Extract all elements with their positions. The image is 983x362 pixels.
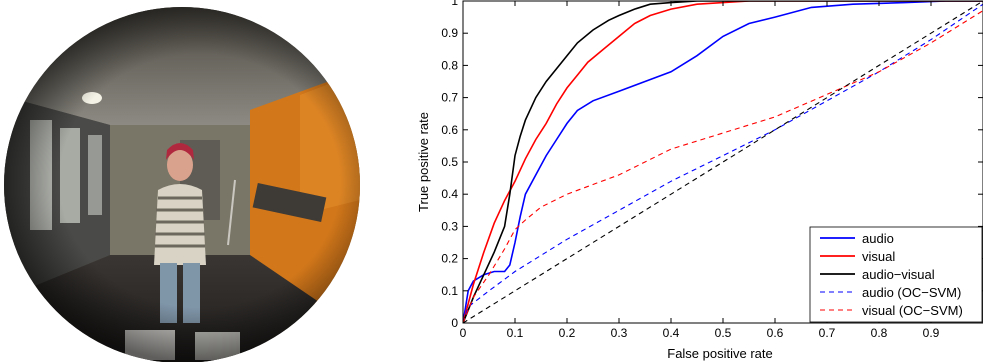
y-tick-label: 0 bbox=[451, 316, 458, 330]
y-tick-label: 0.9 bbox=[441, 26, 458, 40]
y-tick-label: 0.1 bbox=[441, 284, 458, 298]
legend-label: audio−visual bbox=[862, 267, 935, 282]
x-tick-label: 0 bbox=[460, 326, 467, 340]
legend-label: visual bbox=[862, 249, 895, 264]
y-tick-label: 0.7 bbox=[441, 91, 458, 105]
series-line-1 bbox=[463, 1, 983, 323]
x-tick-label: 0.9 bbox=[923, 326, 940, 340]
x-tick-label: 0.8 bbox=[871, 326, 888, 340]
x-tick-label: 0.6 bbox=[767, 326, 784, 340]
x-tick-label: 0.3 bbox=[611, 326, 628, 340]
y-tick-label: 0.4 bbox=[441, 187, 458, 201]
series-line-5 bbox=[463, 1, 983, 323]
y-tick-label: 0.5 bbox=[441, 155, 458, 169]
legend-label: visual (OC−SVM) bbox=[862, 303, 963, 318]
y-tick-label: 1 bbox=[451, 0, 458, 8]
fisheye-photo bbox=[4, 7, 360, 362]
legend: audio visual audio−visual audio (OC−SVM) vis… bbox=[809, 226, 983, 323]
chart-lines bbox=[463, 1, 983, 323]
legend-label: audio (OC−SVM) bbox=[862, 285, 961, 300]
x-tick-label: 0.5 bbox=[715, 326, 732, 340]
x-axis: 0 0.1 0.2 0.3 0.4 0.5 0.6 0.7 0.8 0.9 bbox=[460, 1, 940, 340]
series-line-2 bbox=[463, 1, 983, 323]
y-tick-label: 0.2 bbox=[441, 252, 458, 266]
x-tick-label: 0.2 bbox=[559, 326, 576, 340]
x-tick-label: 0.7 bbox=[819, 326, 836, 340]
y-tick-label: 0.6 bbox=[441, 123, 458, 137]
y-tick-label: 0.3 bbox=[441, 219, 458, 233]
x-axis-label: False positive rate bbox=[667, 346, 773, 361]
y-axis-label: True positive rate bbox=[416, 112, 431, 212]
series-line-4 bbox=[463, 10, 983, 323]
legend-label: audio bbox=[862, 231, 894, 246]
series-line-0 bbox=[463, 1, 983, 323]
roc-chart: 0 0.1 0.2 0.3 0.4 0.5 0.6 0.7 0.8 0.9 00.10.20.30… bbox=[416, 0, 983, 361]
x-tick-label: 0.1 bbox=[507, 326, 524, 340]
x-tick-label: 0.4 bbox=[663, 326, 680, 340]
y-tick-label: 0.8 bbox=[441, 58, 458, 72]
y-axis: 0 0.1 0.2 0.3 0.4 0.5 0.6 0.7 0.8 0.9 1 bbox=[441, 0, 983, 330]
photo-scene bbox=[4, 7, 360, 362]
